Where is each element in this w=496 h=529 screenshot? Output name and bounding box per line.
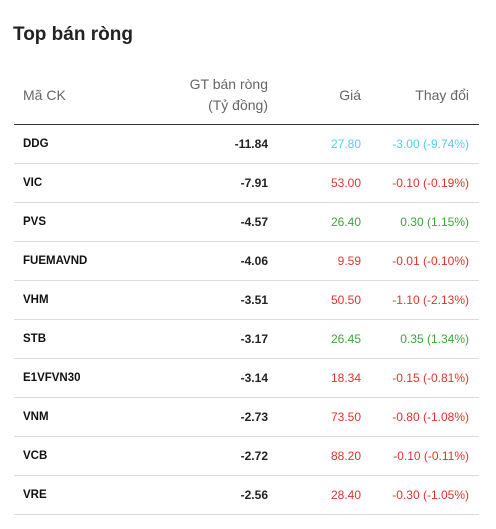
widget-title: Top bán ròng: [13, 24, 133, 45]
table-row[interactable]: VIC -7.91 53.00 -0.10 (-0.19%): [14, 163, 479, 203]
net-sell-value: -3.17: [143, 319, 268, 359]
header-change[interactable]: Thay đổi: [361, 66, 479, 125]
table-body: DDG -11.84 27.80 -3.00 (-9.74%) VIC -7.9…: [14, 124, 479, 515]
table-row[interactable]: VCB -2.72 88.20 -0.10 (-0.11%): [14, 436, 479, 476]
table-row[interactable]: VNM -2.73 73.50 -0.80 (-1.08%): [14, 397, 479, 437]
table-row[interactable]: E1VFVN30 -3.14 18.34 -0.15 (-0.81%): [14, 358, 479, 398]
net-sell-value: -2.73: [143, 397, 268, 437]
stock-code[interactable]: VIC: [14, 163, 143, 203]
stock-code[interactable]: FUEMAVND: [14, 241, 143, 281]
price: 53.00: [268, 163, 361, 203]
net-sell-value: -2.56: [143, 475, 268, 515]
header-stock-code[interactable]: Mã CK: [14, 66, 143, 125]
table-header-row: Mã CK GT bán ròng (Tỷ đồng) Giá Thay đổi: [14, 66, 479, 125]
change: -1.10 (-2.13%): [361, 280, 479, 320]
change: -0.01 (-0.10%): [361, 241, 479, 281]
change: -0.10 (-0.11%): [361, 436, 479, 476]
price: 88.20: [268, 436, 361, 476]
price: 26.45: [268, 319, 361, 359]
table-row[interactable]: FUEMAVND -4.06 9.59 -0.01 (-0.10%): [14, 241, 479, 281]
stock-code[interactable]: STB: [14, 319, 143, 359]
change: -0.30 (-1.05%): [361, 475, 479, 515]
net-sell-value: -4.06: [143, 241, 268, 281]
stock-code[interactable]: VRE: [14, 475, 143, 515]
table-row[interactable]: VRE -2.56 28.40 -0.30 (-1.05%): [14, 475, 479, 515]
table-row[interactable]: STB -3.17 26.45 0.35 (1.34%): [14, 319, 479, 359]
change: -0.10 (-0.19%): [361, 163, 479, 203]
change: 0.30 (1.15%): [361, 202, 479, 242]
price: 27.80: [268, 124, 361, 164]
price: 26.40: [268, 202, 361, 242]
net-sell-value: -7.91: [143, 163, 268, 203]
price: 18.34: [268, 358, 361, 398]
price: 28.40: [268, 475, 361, 515]
price: 50.50: [268, 280, 361, 320]
header-net-sell-value-line2: (Tỷ đồng): [208, 97, 268, 113]
price: 9.59: [268, 241, 361, 281]
header-price[interactable]: Giá: [268, 66, 361, 125]
table-row[interactable]: VHM -3.51 50.50 -1.10 (-2.13%): [14, 280, 479, 320]
change: -3.00 (-9.74%): [361, 124, 479, 164]
price: 73.50: [268, 397, 361, 437]
net-sell-value: -3.51: [143, 280, 268, 320]
stock-code[interactable]: DDG: [14, 124, 143, 164]
change: 0.35 (1.34%): [361, 319, 479, 359]
net-sell-value: -2.72: [143, 436, 268, 476]
stock-code[interactable]: VHM: [14, 280, 143, 320]
table-row[interactable]: PVS -4.57 26.40 0.30 (1.15%): [14, 202, 479, 242]
table-row[interactable]: DDG -11.84 27.80 -3.00 (-9.74%): [14, 124, 479, 164]
header-net-sell-value-line1: GT bán ròng: [189, 76, 268, 92]
net-sell-value: -3.14: [143, 358, 268, 398]
change: -0.15 (-0.81%): [361, 358, 479, 398]
stock-code[interactable]: VNM: [14, 397, 143, 437]
stock-code[interactable]: E1VFVN30: [14, 358, 143, 398]
change: -0.80 (-1.08%): [361, 397, 479, 437]
stock-code[interactable]: VCB: [14, 436, 143, 476]
stock-code[interactable]: PVS: [14, 202, 143, 242]
net-sell-value: -11.84: [143, 124, 268, 164]
net-sell-table: Mã CK GT bán ròng (Tỷ đồng) Giá Thay đổi…: [14, 66, 479, 515]
header-net-sell-value[interactable]: GT bán ròng (Tỷ đồng): [143, 66, 268, 125]
net-sell-value: -4.57: [143, 202, 268, 242]
